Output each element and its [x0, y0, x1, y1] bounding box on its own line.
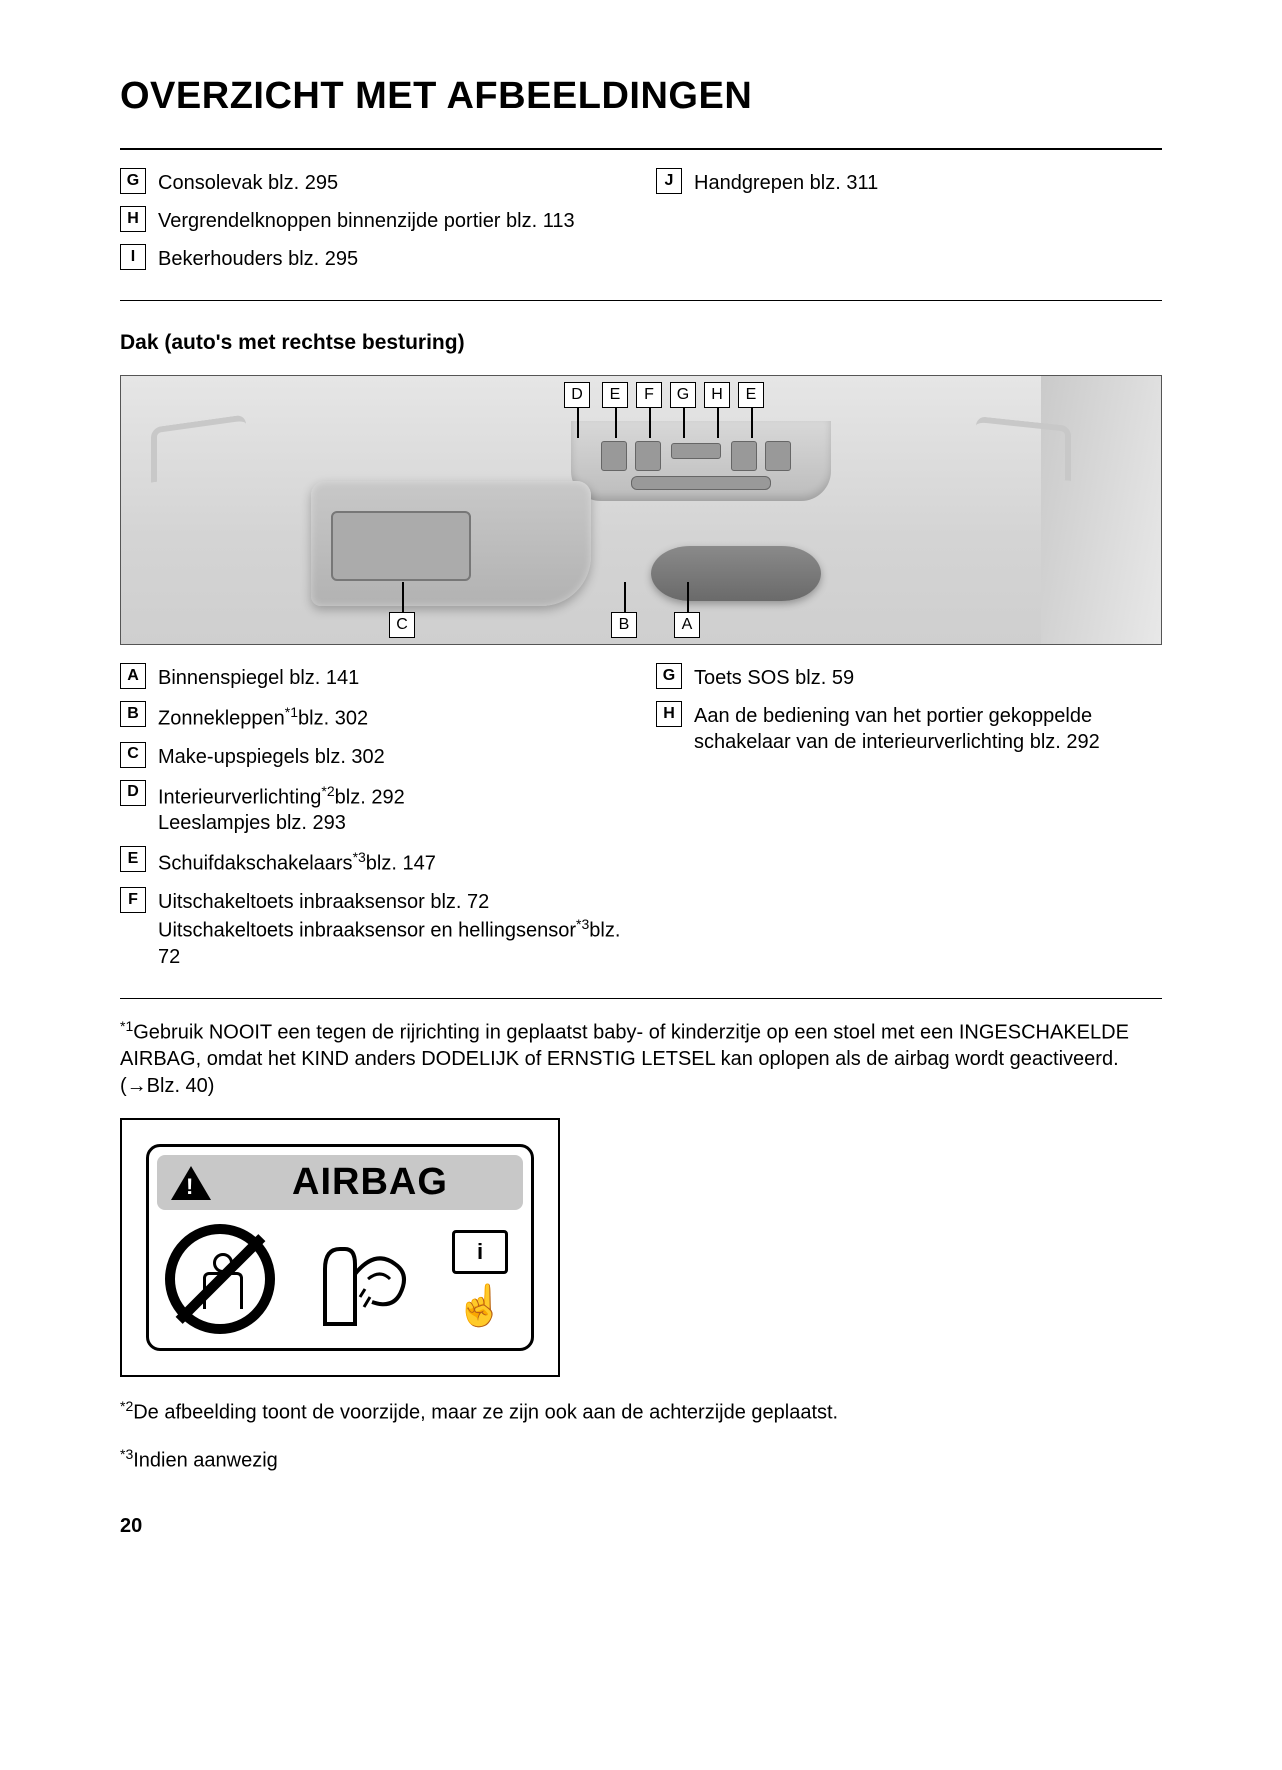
legend-text: Make-upspiegels blz. 302 [158, 742, 385, 770]
airbag-warning-label: AIRBAG i ☝ [120, 1118, 560, 1377]
legend-item: J Handgrepen blz. 311 [656, 168, 1162, 196]
divider [120, 300, 1162, 301]
page-title: OVERZICHT MET AFBEELDINGEN [120, 75, 1162, 118]
legend-item: B Zonnekleppen*1blz. 302 [120, 701, 626, 732]
legend-item: G Toets SOS blz. 59 [656, 663, 1162, 691]
footnote-sup: *1 [120, 1018, 133, 1034]
legend-text: Binnenspiegel blz. 141 [158, 663, 359, 691]
figure-callout-E: E [738, 382, 764, 408]
legend-text: Vergrendelknoppen binnenzijde portier bl… [158, 206, 575, 234]
figure-callout-A: A [674, 612, 700, 638]
legend-item: E Schuifdakschakelaars*3blz. 147 [120, 846, 626, 877]
divider [120, 998, 1162, 999]
legend-item: C Make-upspiegels blz. 302 [120, 742, 626, 770]
legend-letter-box: A [120, 663, 146, 689]
legend-text: Aan de bediening van het portier gekoppe… [694, 701, 1162, 755]
read-manual-icon: i ☝ [445, 1230, 515, 1329]
legend-item: H Vergrendelknoppen binnenzijde portier b… [120, 206, 626, 234]
legend-text: Schuifdakschakelaars*3blz. 147 [158, 846, 436, 877]
legend-item: G Consolevak blz. 295 [120, 168, 626, 196]
legend-text: Interieurverlichting*2blz. 292Leeslampje… [158, 780, 405, 837]
legend-letter-box: D [120, 780, 146, 806]
footnote-text: Indien aanwezig [133, 1450, 278, 1472]
figure-callout-B: B [611, 612, 637, 638]
legend-letter-box: B [120, 701, 146, 727]
legend-item: I Bekerhouders blz. 295 [120, 244, 626, 272]
legend-text: Consolevak blz. 295 [158, 168, 338, 196]
footnote-sup: *2 [120, 1398, 133, 1414]
figure-callout-D: D [564, 382, 590, 408]
figure-callout-H: H [704, 382, 730, 408]
page-number: 20 [120, 1515, 1162, 1538]
legend-text: Bekerhouders blz. 295 [158, 244, 358, 272]
legend-letter-box: H [656, 701, 682, 727]
legend-text: Zonnekleppen*1blz. 302 [158, 701, 368, 732]
footnote-2: *2De afbeelding toont de voorzijde, maar… [120, 1397, 1162, 1427]
legend-letter-box: C [120, 742, 146, 768]
legend-letter-box: F [120, 887, 146, 913]
warning-triangle-icon [171, 1166, 211, 1200]
footnote-sup: *3 [120, 1446, 133, 1462]
footnote-1: *1Gebruik NOOIT een tegen de rijrichting… [120, 1017, 1162, 1101]
legend-item: D Interieurverlichting*2blz. 292Leeslampj… [120, 780, 626, 837]
legend-letter-box: J [656, 168, 682, 194]
legend-text: Toets SOS blz. 59 [694, 663, 854, 691]
figure-callout-F: F [636, 382, 662, 408]
top-legend: G Consolevak blz. 295 H Vergrendelknoppen b… [120, 168, 1162, 282]
roof-figure: DEFGHECBA [120, 375, 1162, 645]
divider [120, 148, 1162, 150]
bottom-legend: A Binnenspiegel blz. 141 B Zonnekleppen*1bl… [120, 663, 1162, 980]
figure-callout-E: E [602, 382, 628, 408]
section-title: Dak (auto's met rechtse besturing) [120, 331, 1162, 355]
footnote-text: Gebruik NOOIT een tegen de rijrichting i… [120, 1021, 1129, 1097]
figure-callout-C: C [389, 612, 415, 638]
legend-letter-box: E [120, 846, 146, 872]
legend-item: H Aan de bediening van het portier gekopp… [656, 701, 1162, 755]
airbag-deploy-icon [300, 1224, 420, 1334]
legend-item: A Binnenspiegel blz. 141 [120, 663, 626, 691]
legend-letter-box: G [120, 168, 146, 194]
legend-text: Uitschakeltoets inbraaksensor blz. 72Uit… [158, 887, 626, 970]
legend-text: Handgrepen blz. 311 [694, 168, 878, 196]
airbag-word: AIRBAG [231, 1161, 509, 1204]
figure-callout-G: G [670, 382, 696, 408]
legend-item: F Uitschakeltoets inbraaksensor blz. 72Ui… [120, 887, 626, 970]
footnote-text: De afbeelding toont de voorzijde, maar z… [133, 1402, 838, 1424]
legend-letter-box: G [656, 663, 682, 689]
legend-letter-box: H [120, 206, 146, 232]
prohibit-childseat-icon [165, 1224, 275, 1334]
footnote-3: *3Indien aanwezig [120, 1445, 1162, 1475]
legend-letter-box: I [120, 244, 146, 270]
